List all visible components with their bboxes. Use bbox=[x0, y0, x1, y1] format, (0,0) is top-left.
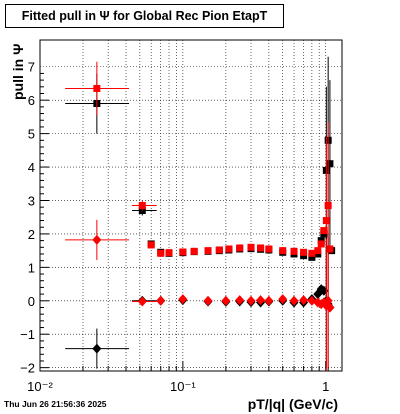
data-point-square bbox=[300, 248, 308, 256]
data-point-square bbox=[138, 202, 146, 209]
timestamp-footer: Thu Jun 26 21:56:36 2025 bbox=[4, 399, 107, 409]
y-tick-label: 7 bbox=[28, 60, 35, 75]
data-point-diamond bbox=[156, 295, 166, 306]
data-point-diamond bbox=[92, 234, 102, 245]
data-point-square bbox=[147, 241, 155, 249]
data-point-square bbox=[225, 245, 233, 253]
plot-frame bbox=[39, 39, 343, 372]
data-point-square bbox=[165, 249, 173, 257]
data-point-diamond bbox=[246, 295, 256, 306]
y-tick-label: 2 bbox=[28, 227, 35, 242]
data-point-square bbox=[157, 249, 165, 257]
data-point-diamond bbox=[325, 302, 335, 313]
y-tick-label: −1 bbox=[20, 327, 35, 342]
data-point-square bbox=[179, 248, 187, 256]
data-point-square bbox=[308, 253, 316, 261]
data-point-square bbox=[236, 244, 244, 252]
data-point-square bbox=[317, 240, 325, 248]
data-point-square bbox=[326, 160, 334, 168]
data-point-diamond bbox=[299, 295, 309, 306]
x-tick-label: 10⁻¹ bbox=[170, 379, 196, 394]
chart-grid bbox=[39, 40, 342, 371]
data-point-diamond bbox=[256, 295, 266, 306]
y-axis-label: pull in Ψ bbox=[10, 43, 26, 100]
data-point-square bbox=[326, 245, 334, 253]
data-point-square bbox=[204, 247, 212, 255]
x-tick-label: 10⁻² bbox=[27, 379, 53, 394]
data-point-diamond bbox=[221, 295, 231, 306]
chart-marks bbox=[65, 56, 336, 371]
chart-title: Fitted pull in Ψ for Global Rec Pion Eta… bbox=[5, 4, 284, 28]
data-point-diamond bbox=[137, 296, 147, 307]
y-tick-label: −2 bbox=[20, 361, 35, 376]
x-tick-label: 1 bbox=[322, 379, 329, 394]
data-point-diamond bbox=[92, 343, 102, 354]
data-point-square bbox=[324, 202, 332, 209]
data-point-diamond bbox=[264, 295, 274, 306]
data-point-diamond bbox=[278, 294, 288, 305]
y-tick-label: 5 bbox=[28, 127, 35, 142]
x-axis-label: pT/|q| (GeV/c) bbox=[247, 396, 338, 412]
data-point-square bbox=[247, 243, 255, 251]
y-tick-label: 4 bbox=[28, 160, 35, 175]
data-point-square bbox=[257, 244, 265, 252]
data-point-diamond bbox=[235, 295, 245, 306]
data-point-square bbox=[279, 247, 287, 255]
y-tick-label: 1 bbox=[28, 260, 35, 275]
y-tick-label: 6 bbox=[28, 93, 35, 108]
data-point-square bbox=[320, 227, 328, 235]
y-tick-label: 3 bbox=[28, 193, 35, 208]
data-point-diamond bbox=[203, 295, 213, 306]
data-point-square bbox=[322, 217, 330, 225]
chart-axes: 10⁻² 10⁻¹ 1 −2 −1 0 1 2 3 4 5 6 7 bbox=[20, 39, 343, 394]
data-point-square bbox=[265, 245, 273, 253]
data-point-square bbox=[314, 247, 322, 255]
data-point-square bbox=[308, 249, 316, 257]
data-point-square bbox=[215, 246, 223, 254]
data-point-diamond bbox=[178, 294, 188, 305]
data-point-diamond bbox=[289, 295, 299, 306]
y-tick-label: 0 bbox=[28, 294, 35, 309]
data-point-square bbox=[93, 84, 101, 92]
data-point-square bbox=[190, 247, 198, 255]
data-point-square bbox=[290, 247, 298, 255]
